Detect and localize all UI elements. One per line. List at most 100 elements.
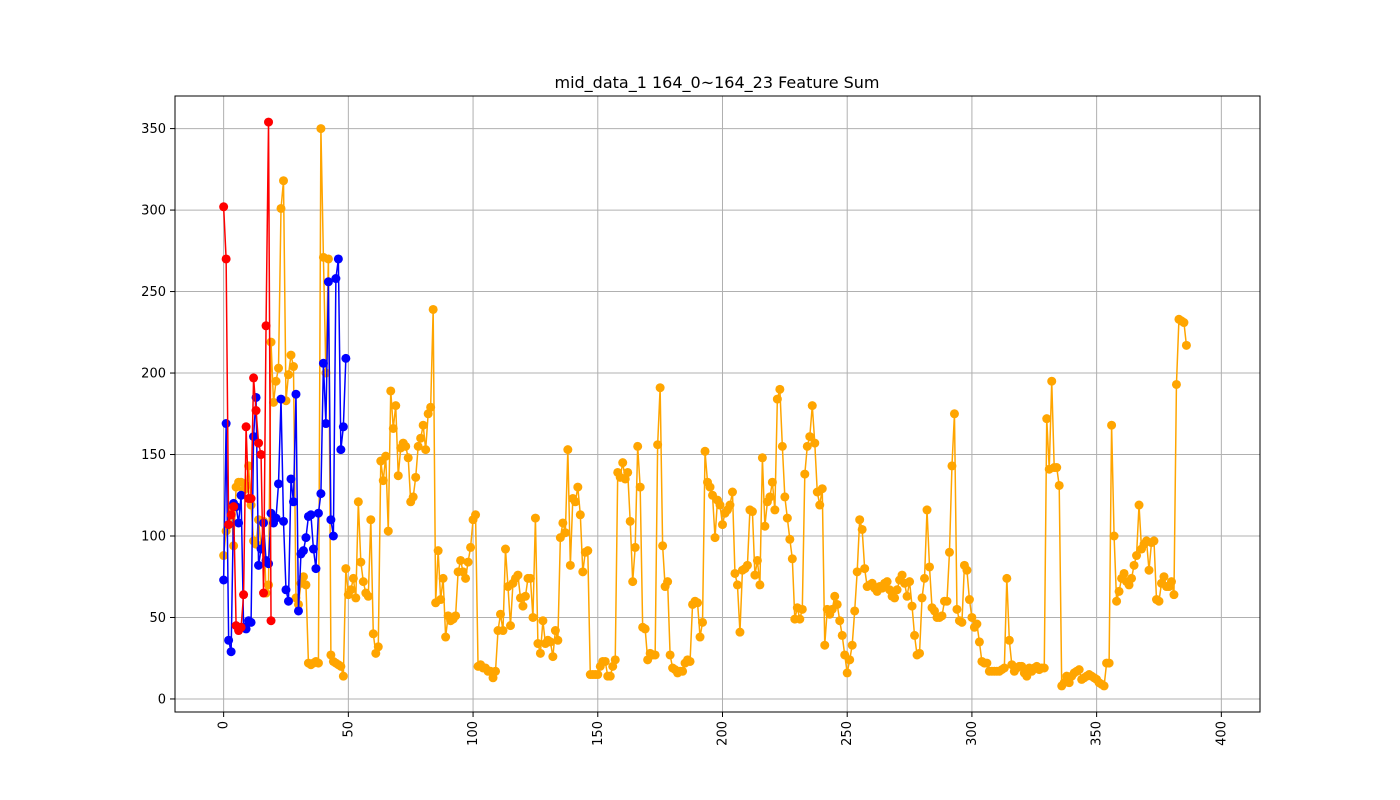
data-point (535, 648, 545, 658)
data-point (1181, 340, 1191, 350)
data-point (772, 394, 782, 404)
data-point (967, 612, 977, 622)
data-point (1129, 560, 1139, 570)
data-point (346, 585, 356, 595)
x-tick-label: 300 (965, 721, 980, 746)
data-point (1159, 572, 1169, 582)
data-point (274, 363, 284, 373)
data-point (663, 577, 673, 587)
data-point (695, 632, 705, 642)
data-point (1054, 480, 1064, 490)
data-point (298, 572, 308, 582)
data-point (610, 655, 620, 665)
data-point (837, 630, 847, 640)
data-point (291, 389, 301, 399)
data-point (767, 477, 777, 487)
data-point (1169, 590, 1179, 600)
data-point (1132, 551, 1142, 561)
data-point (533, 639, 543, 649)
data-point (700, 446, 710, 456)
series-2 (219, 117, 276, 636)
data-point (665, 650, 675, 660)
data-point (438, 573, 448, 583)
data-point (578, 567, 588, 577)
data-point (678, 666, 688, 676)
data-point (742, 560, 752, 570)
data-point (653, 440, 663, 450)
data-point (358, 577, 368, 587)
data-point (316, 489, 326, 499)
data-point (628, 577, 638, 587)
x-tick-label: 0 (217, 721, 232, 729)
data-point (1179, 318, 1189, 328)
data-point (857, 524, 867, 534)
data-point (750, 570, 760, 580)
data-point (433, 546, 443, 556)
data-point (802, 441, 812, 451)
data-point (321, 419, 331, 429)
data-point (491, 666, 501, 676)
data-point (1047, 376, 1057, 386)
data-point (403, 453, 413, 463)
data-point (999, 663, 1009, 673)
data-point (264, 117, 274, 127)
data-point (234, 518, 244, 528)
data-point (313, 508, 323, 518)
data-point (553, 635, 563, 645)
data-point (530, 513, 540, 523)
data-point (922, 505, 932, 515)
data-point (368, 629, 378, 639)
data-point (1119, 568, 1129, 578)
data-point (229, 502, 239, 512)
data-point (416, 433, 426, 443)
data-point (905, 577, 915, 587)
data-point (276, 394, 286, 404)
data-point (513, 570, 523, 580)
data-point (558, 518, 568, 528)
data-point (917, 593, 927, 603)
data-point (957, 617, 967, 627)
data-point (962, 565, 972, 575)
y-tick-label: 300 (141, 204, 166, 219)
data-point (852, 567, 862, 577)
data-point (451, 611, 461, 621)
data-point (249, 432, 259, 442)
data-point (635, 482, 645, 492)
data-point (246, 617, 256, 627)
data-point (785, 534, 795, 544)
data-point (1166, 577, 1176, 587)
data-point (1104, 658, 1114, 668)
data-point (498, 626, 508, 636)
data-point (727, 487, 737, 497)
data-point (1074, 665, 1084, 675)
data-point (952, 604, 962, 614)
data-point (226, 510, 236, 520)
data-point (269, 397, 279, 407)
data-point (964, 595, 974, 605)
data-point (725, 500, 735, 510)
data-point (1002, 573, 1012, 583)
data-point (787, 554, 797, 564)
data-point (520, 591, 530, 601)
data-point (421, 445, 431, 455)
data-point (810, 438, 820, 448)
data-point (775, 384, 785, 394)
y-tick-label: 50 (149, 611, 166, 626)
data-point (313, 658, 323, 668)
data-point (545, 637, 555, 647)
data-point (471, 510, 481, 520)
data-point (323, 277, 333, 287)
data-point (1171, 379, 1181, 389)
data-point (1112, 596, 1122, 606)
data-point (271, 376, 281, 386)
data-point (605, 671, 615, 681)
data-point (937, 611, 947, 621)
data-point (326, 515, 336, 525)
data-point (241, 422, 251, 432)
y-tick-label: 200 (141, 367, 166, 382)
data-point (236, 490, 246, 500)
data-point (249, 373, 259, 383)
data-point (538, 616, 548, 626)
